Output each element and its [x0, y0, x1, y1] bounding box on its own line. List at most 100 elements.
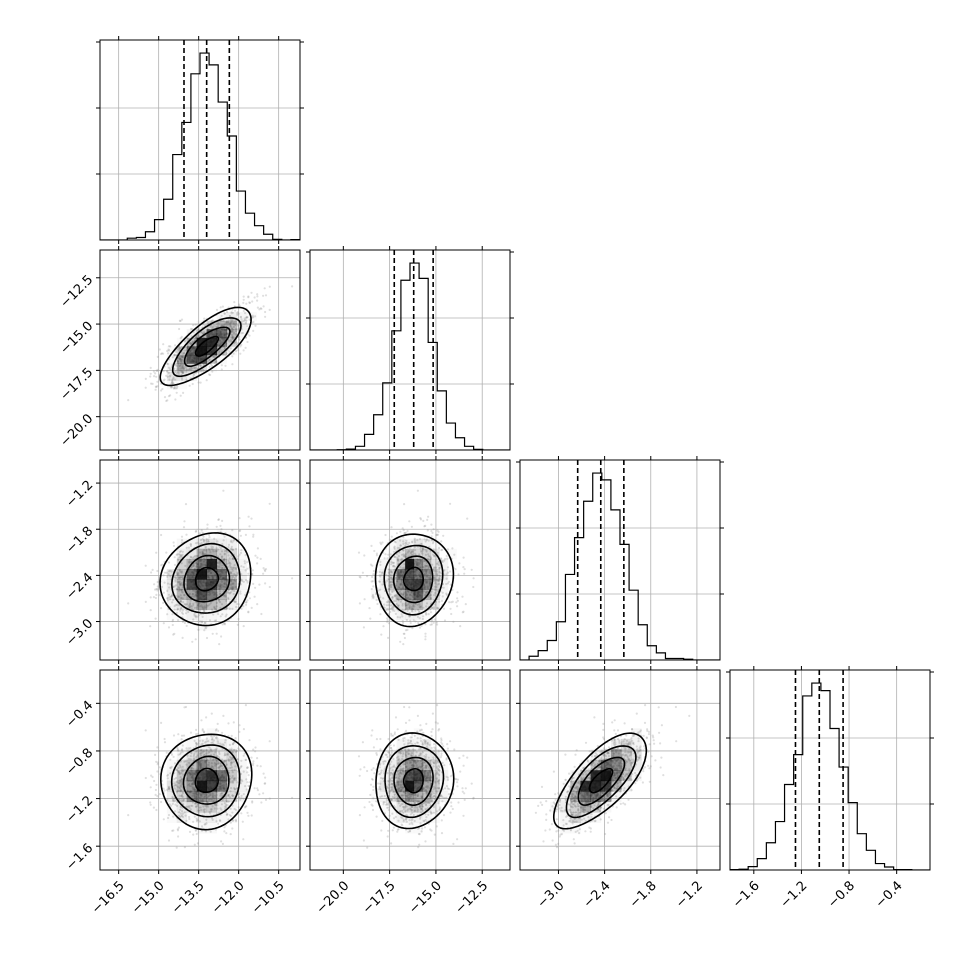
- scatter-point: [231, 336, 234, 339]
- scatter-point: [237, 555, 240, 558]
- scatter-point: [390, 586, 393, 589]
- scatter-point: [245, 601, 248, 604]
- scatter-point: [189, 555, 192, 558]
- scatter-point: [371, 580, 374, 583]
- scatter-point: [217, 352, 220, 355]
- scatter-point: [422, 519, 425, 522]
- scatter-point: [240, 565, 243, 568]
- scatter-point: [213, 606, 216, 609]
- scatter-point: [455, 601, 458, 604]
- scatter-point: [212, 550, 215, 553]
- scatter-point: [177, 361, 180, 364]
- scatter-point: [256, 562, 259, 565]
- scatter-point: [194, 561, 198, 564]
- scatter-point: [405, 539, 408, 542]
- scatter-point: [404, 554, 407, 557]
- scatter-point: [181, 366, 184, 369]
- scatter-point: [180, 606, 183, 609]
- scatter-point: [167, 345, 171, 348]
- scatter-point: [394, 576, 397, 580]
- scatter-point: [229, 766, 232, 770]
- scatter-point: [242, 580, 245, 583]
- scatter-point: [217, 561, 220, 564]
- scatter-point: [358, 602, 361, 605]
- scatter-point: [221, 791, 224, 795]
- scatter-point: [390, 576, 393, 579]
- scatter-point: [218, 751, 221, 754]
- scatter-point: [156, 761, 159, 764]
- density-cell: [388, 589, 397, 600]
- scatter-point: [163, 378, 166, 381]
- scatter-point: [192, 557, 195, 560]
- scatter-point: [169, 766, 172, 769]
- scatter-point: [227, 588, 230, 591]
- scatter-point: [222, 345, 225, 349]
- scatter-point: [230, 547, 233, 550]
- scatter-point: [426, 574, 429, 578]
- scatter-point: [438, 546, 441, 550]
- scatter-point: [215, 546, 218, 549]
- scatter-point: [174, 398, 177, 401]
- density-cell: [206, 579, 218, 590]
- scatter-point: [154, 793, 157, 796]
- scatter-point: [221, 731, 224, 734]
- scatter-point: [171, 623, 174, 627]
- scatter-point: [162, 787, 165, 790]
- scatter-point: [227, 321, 230, 324]
- scatter-point: [226, 310, 229, 314]
- scatter-point: [414, 552, 417, 555]
- scatter-point: [195, 529, 198, 533]
- scatter-point: [230, 330, 234, 333]
- scatter-point: [416, 558, 420, 561]
- density-cell: [413, 558, 423, 570]
- scatter-point: [158, 793, 161, 796]
- scatter-point: [231, 321, 234, 324]
- scatter-point: [408, 605, 411, 608]
- scatter-point: [179, 360, 182, 363]
- scatter-point: [179, 806, 182, 809]
- scatter-point: [191, 775, 194, 778]
- density-cell: [176, 579, 188, 590]
- scatter-point: [229, 566, 232, 569]
- scatter-point: [246, 561, 249, 564]
- scatter-point: [208, 359, 211, 362]
- scatter-point: [438, 567, 441, 570]
- scatter-point: [202, 330, 206, 334]
- scatter-point: [177, 364, 180, 367]
- density-cell: [422, 558, 432, 570]
- scatter-point: [217, 742, 220, 745]
- scatter-point: [383, 760, 386, 763]
- scatter-point: [200, 621, 204, 624]
- scatter-point: [403, 588, 406, 591]
- contour-level-3: [159, 733, 253, 831]
- scatter-point: [226, 562, 229, 565]
- scatter-point: [191, 767, 194, 770]
- scatter-point: [246, 580, 249, 583]
- scatter-point: [363, 554, 366, 557]
- scatter-point: [433, 618, 436, 621]
- scatter-point: [428, 569, 431, 572]
- scatter-point: [230, 766, 233, 769]
- scatter-point: [167, 573, 170, 576]
- scatter-point: [436, 759, 439, 762]
- scatter-point: [411, 594, 414, 597]
- scatter-point: [393, 568, 396, 571]
- scatter-point: [180, 778, 183, 781]
- scatter-point: [242, 566, 245, 569]
- scatter-point: [233, 578, 236, 582]
- scatter-point: [414, 560, 417, 563]
- scatter-point: [224, 759, 227, 762]
- scatter-point: [357, 551, 361, 554]
- scatter-point: [231, 587, 234, 590]
- scatter-point: [169, 345, 172, 348]
- scatter-point: [413, 605, 416, 608]
- scatter-point: [179, 394, 182, 397]
- scatter-point: [202, 369, 205, 372]
- scatter-point: [231, 567, 234, 570]
- density-cell: [216, 749, 228, 761]
- scatter-point: [242, 754, 245, 757]
- density-cell: [196, 599, 208, 611]
- scatter-point: [172, 798, 175, 801]
- scatter-point: [264, 568, 268, 571]
- scatter-point: [233, 788, 236, 791]
